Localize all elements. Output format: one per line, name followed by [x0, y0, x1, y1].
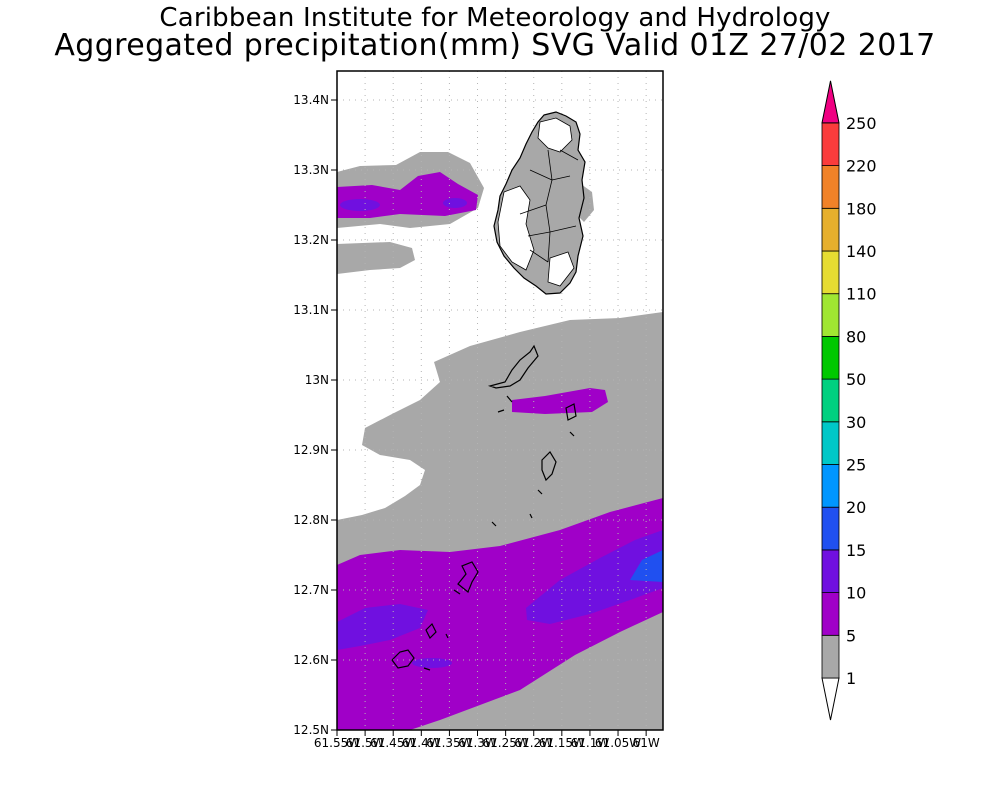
lon-tick-label: 61.05W [595, 736, 641, 750]
lat-tick-label: 13.3N [293, 163, 329, 177]
colorbar-segment [821, 378, 840, 423]
longitude-axis: 61.55W61.5W61.45W61.4W61.35W61.3W61.25W6… [314, 730, 660, 750]
island-union [391, 561, 479, 671]
lat-tick-label: 12.8N [293, 513, 329, 527]
colorbar-label: 80 [846, 327, 866, 346]
island-st-vincent [493, 111, 586, 295]
colorbar-upper-arrow [821, 80, 840, 124]
colorbar-label: 140 [846, 242, 877, 261]
lon-tick-label: 61.25W [483, 736, 529, 750]
precip-band-10-15 [337, 604, 428, 650]
colorbar-segment [821, 464, 840, 508]
precip-band-5-10 [337, 498, 663, 730]
colorbar-segment [821, 506, 840, 551]
precipitation-fields [337, 152, 663, 730]
lon-tick-label: 61.45W [370, 736, 416, 750]
precip-band-1-5 [337, 242, 415, 274]
island-mustique [565, 403, 577, 437]
lon-tick-label: 61.3W [458, 736, 497, 750]
lon-tick-label: 61.35W [426, 736, 472, 750]
colorbar-segment [821, 421, 840, 465]
precip-band-10-15 [340, 199, 380, 211]
colorbar-segment [821, 549, 840, 594]
colorbar-segment [821, 207, 840, 252]
colorbar-label: 30 [846, 413, 866, 432]
colorbar-label: 25 [846, 456, 866, 475]
island-canouan [491, 451, 557, 527]
chart-title: Caribbean Institute for Meteorology and … [159, 3, 831, 33]
colorbar-segment [821, 592, 840, 636]
lon-tick-label: 61.55W [314, 736, 360, 750]
precip-band-5-10 [512, 388, 608, 414]
colorbar-label: 220 [846, 157, 877, 176]
lon-tick-label: 61.1W [571, 736, 610, 750]
colorbar-segment [821, 122, 840, 167]
island-bequia [487, 344, 539, 413]
colorbar-label: 10 [846, 584, 866, 603]
colorbar-segment [821, 634, 840, 679]
precip-band-15-20 [630, 550, 663, 582]
colorbar-segment [821, 335, 840, 380]
colorbar-segment [821, 165, 840, 209]
lat-tick-label: 12.6N [293, 653, 329, 667]
map-frame [336, 70, 664, 731]
colorbar-label: 250 [846, 114, 877, 133]
colorbar-lower-arrow [821, 677, 840, 721]
colorbar-label: 180 [846, 199, 877, 218]
precip-band-10-15 [526, 530, 663, 624]
lat-tick-label: 12.9N [293, 443, 329, 457]
lon-tick-label: 61W [633, 736, 660, 750]
lon-tick-label: 61.4W [402, 736, 441, 750]
lat-tick-label: 13N [305, 373, 329, 387]
colorbar-label: 110 [846, 285, 877, 304]
lat-tick-label: 13.1N [293, 303, 329, 317]
lat-tick-label: 12.7N [293, 583, 329, 597]
lat-tick-label: 12.5N [293, 723, 329, 737]
colorbar-segment [821, 293, 840, 337]
precip-band-10-15 [443, 198, 467, 208]
lat-tick-label: 13.2N [293, 233, 329, 247]
colorbar-label: 15 [846, 541, 866, 560]
lon-tick-label: 61.2W [514, 736, 553, 750]
colorbar-label: 1 [846, 669, 856, 688]
colorbar-label: 20 [846, 498, 866, 517]
latitude-axis: 13.4N 13.3N 13.2N 13.1N 13N 12.9N 12.8N 12.7N 12… [293, 93, 337, 737]
colorbar-label: 5 [846, 626, 856, 645]
lon-tick-label: 61.15W [539, 736, 585, 750]
colorbar-segment [821, 250, 840, 295]
lon-tick-label: 61.5W [346, 736, 385, 750]
chart-subtitle: Aggregated precipitation(mm) SVG Valid 0… [54, 28, 936, 63]
lat-tick-label: 13.4N [293, 93, 329, 107]
map-gridlines [337, 71, 663, 730]
colorbar-label: 50 [846, 370, 866, 389]
